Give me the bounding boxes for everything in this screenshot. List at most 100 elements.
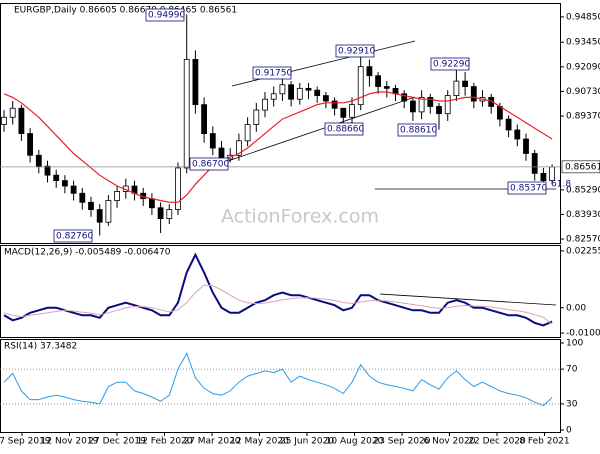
candle-body xyxy=(114,191,120,201)
annotation: 0.85370 xyxy=(510,184,547,194)
candle-body xyxy=(523,138,529,154)
y-tick-label: 0.90730 xyxy=(566,87,600,97)
candle-body xyxy=(462,80,469,87)
candle-body xyxy=(166,209,173,219)
candle-body xyxy=(436,106,442,115)
y-tick-label: 0.93450 xyxy=(566,38,600,48)
y-tick-label: 0.022554 xyxy=(566,246,600,256)
candle-body xyxy=(314,89,321,96)
y-tick-label: 0 xyxy=(566,426,572,436)
x-tick-label: 27 Dec 2019 xyxy=(88,437,146,447)
candle-body xyxy=(209,133,216,149)
x-tick-label: 12 Nov 2019 xyxy=(41,437,99,447)
candle-body xyxy=(1,116,7,125)
series-line xyxy=(3,352,553,407)
x-tick-label: 22 Dec 2020 xyxy=(468,437,526,447)
annotation: 0.94990 xyxy=(148,11,185,21)
candle-body xyxy=(201,104,208,134)
candle-body xyxy=(375,75,382,87)
candle-body xyxy=(235,140,242,156)
annotation-box xyxy=(324,122,364,136)
macd-title: MACD(12,26,9) -0.005489 -0.006470 xyxy=(4,248,171,258)
series-line xyxy=(3,284,553,325)
annotation: 0.88660 xyxy=(327,125,364,135)
candle-body xyxy=(401,93,408,102)
rsi-panel xyxy=(0,339,561,433)
annotation-box xyxy=(430,57,470,71)
x-tick-label: 12 May 2020 xyxy=(230,437,289,447)
series-line xyxy=(3,252,553,327)
x-tick-label: 10 Aug 2020 xyxy=(326,437,384,447)
x-tick-label: 27 Sep 2019 xyxy=(0,437,51,447)
price-title: EURGBP,Daily 0.86605 0.86670 0.86465 0.8… xyxy=(14,6,237,16)
annotation: 0.92290 xyxy=(433,60,470,70)
candle-body xyxy=(157,207,164,219)
y-tick-label: 0.89370 xyxy=(566,112,600,122)
candle-body xyxy=(444,95,451,115)
y-tick-label: -0.010039 xyxy=(566,329,600,339)
annotation: 0.91750 xyxy=(255,69,292,79)
candle-body xyxy=(496,106,503,120)
candle-body xyxy=(18,107,25,134)
x-tick-label: 25 Jun 2020 xyxy=(280,437,334,447)
macd-trend-line xyxy=(379,293,557,306)
last-price-label: 0.86561 xyxy=(565,162,600,172)
candle-body xyxy=(366,66,373,77)
annotation: 0.92910 xyxy=(338,47,375,57)
candle-body xyxy=(105,200,112,223)
candle-body xyxy=(505,118,512,131)
price-panel xyxy=(0,3,561,244)
candle-body xyxy=(35,154,42,167)
y-tick-label: 0.92090 xyxy=(566,62,600,72)
candle-body xyxy=(331,100,338,109)
candle-body xyxy=(470,86,477,102)
candle-body xyxy=(70,185,77,194)
annotation: 0.86700 xyxy=(192,160,229,170)
y-tick-label: 30 xyxy=(566,399,578,409)
trend-line xyxy=(224,96,416,163)
candle-body xyxy=(62,180,68,187)
candle-body xyxy=(305,87,312,91)
annotation-box xyxy=(252,66,292,80)
watermark: ActionForex.com xyxy=(221,206,379,228)
annotation-box xyxy=(145,8,185,22)
candle-body xyxy=(514,129,521,140)
y-tick-label: 70 xyxy=(566,365,578,375)
candle-body xyxy=(453,80,460,96)
candle-body xyxy=(357,66,364,106)
y-tick-label: 0.85290 xyxy=(566,185,600,195)
annotation-box xyxy=(189,157,229,171)
x-tick-label: 8 Feb 2021 xyxy=(519,437,569,447)
moving-average xyxy=(3,91,553,203)
candle-body xyxy=(44,165,51,176)
annotation-box xyxy=(53,229,93,243)
y-tick-label: 0.82570 xyxy=(566,235,600,245)
candle-body xyxy=(218,147,225,160)
annotation: 0.82760 xyxy=(56,232,93,242)
candle-body xyxy=(279,84,286,95)
x-tick-label: 6 Nov 2020 xyxy=(424,437,476,447)
candle-body xyxy=(148,198,155,209)
candle-body xyxy=(262,98,268,111)
candle-body xyxy=(183,59,190,169)
y-tick-label: 0.00 xyxy=(566,303,586,313)
candle-body xyxy=(383,86,390,89)
macd-panel xyxy=(0,245,561,338)
annotation-box xyxy=(507,181,547,195)
candle-body xyxy=(27,133,34,156)
candle-body xyxy=(296,87,303,100)
candle-body xyxy=(79,192,86,203)
candle-body xyxy=(270,93,277,100)
last-price-box xyxy=(561,160,600,174)
annotation-box xyxy=(397,123,437,137)
y-tick-label: 0.94850 xyxy=(566,12,600,22)
candle-body xyxy=(540,172,547,182)
annotation-box xyxy=(335,44,375,58)
candle-body xyxy=(322,95,329,102)
candle-body xyxy=(96,209,103,223)
candle-body xyxy=(88,201,94,210)
x-tick-label: 27 Mar 2020 xyxy=(183,437,240,447)
candle-body xyxy=(288,84,295,100)
